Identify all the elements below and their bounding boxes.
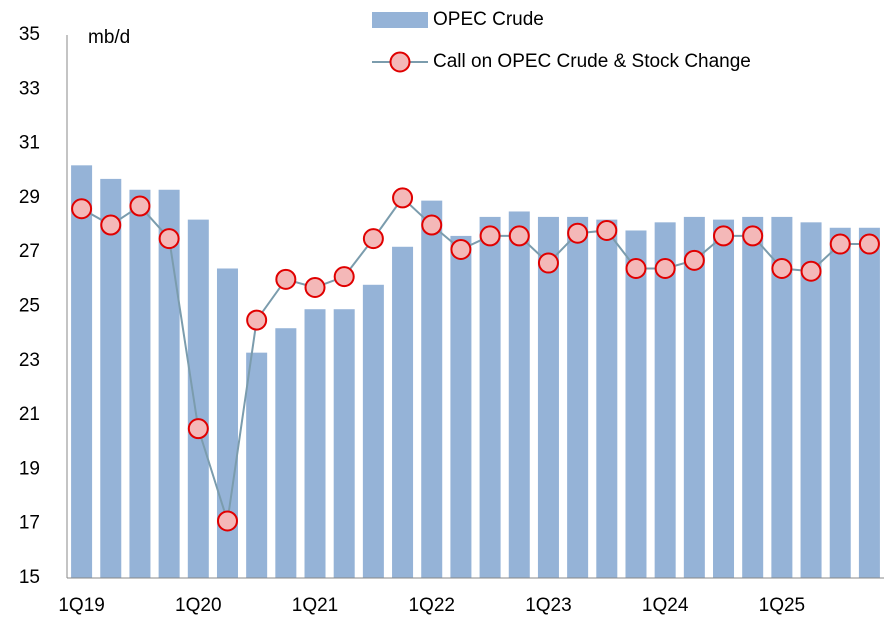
line-marker [129, 195, 151, 217]
line-marker [333, 266, 355, 288]
line-marker [246, 309, 268, 331]
unit-annotation: mb/d [88, 27, 130, 48]
bar [858, 227, 880, 578]
line-marker [275, 268, 297, 290]
bar [304, 309, 326, 578]
bar [567, 216, 589, 578]
legend-label: OPEC Crude [433, 9, 544, 30]
bar [771, 216, 793, 578]
line-marker [158, 228, 180, 250]
x-tick-label: 1Q20 [175, 595, 221, 616]
y-tick-label: 17 [19, 513, 40, 534]
x-tick-label: 1Q24 [642, 595, 689, 616]
bar [683, 216, 705, 578]
line-marker [800, 260, 822, 282]
x-tick-label: 1Q23 [525, 595, 571, 616]
line-marker [742, 225, 764, 247]
bar [216, 268, 238, 578]
bar [246, 352, 268, 578]
bar [625, 230, 647, 579]
bar [596, 219, 618, 578]
bar [333, 309, 355, 578]
line-marker [829, 233, 851, 255]
bar [654, 222, 676, 578]
line-marker [596, 219, 618, 241]
bar [450, 235, 472, 578]
y-tick-label: 19 [19, 458, 40, 479]
line-marker [392, 187, 414, 209]
bar [158, 189, 180, 578]
line-marker [508, 225, 530, 247]
x-tick-label: 1Q19 [58, 595, 104, 616]
bar [537, 216, 559, 578]
y-tick-label: 21 [19, 404, 40, 425]
line-marker [71, 198, 93, 220]
bar [275, 328, 297, 578]
bar [71, 165, 93, 578]
line-marker [654, 257, 676, 279]
legend-marker [389, 51, 411, 73]
line-marker [713, 225, 735, 247]
bar [713, 219, 735, 578]
bar [100, 178, 122, 578]
bar [362, 284, 384, 578]
bar [508, 211, 530, 578]
line-marker [858, 233, 880, 255]
line-marker [421, 214, 443, 236]
y-tick-label: 15 [19, 567, 40, 588]
bar [129, 189, 151, 578]
line-marker [771, 257, 793, 279]
line-marker [537, 252, 559, 274]
x-tick-label: 1Q21 [292, 595, 338, 616]
line-marker [450, 238, 472, 260]
line-marker [304, 276, 326, 298]
line-marker [683, 249, 705, 271]
line-marker [216, 510, 238, 532]
bar [421, 200, 443, 579]
legend-swatch [372, 12, 428, 28]
x-tick-label: 1Q22 [408, 595, 454, 616]
bar [392, 246, 414, 578]
y-tick-label: 29 [19, 187, 40, 208]
line-marker [625, 257, 647, 279]
y-tick-label: 35 [19, 24, 40, 45]
line-marker [187, 418, 209, 440]
line-marker [479, 225, 501, 247]
line-marker [567, 222, 589, 244]
legend-label: Call on OPEC Crude & Stock Change [433, 51, 751, 72]
y-tick-label: 31 [19, 133, 40, 154]
bar [479, 216, 501, 578]
bar [829, 227, 851, 578]
y-tick-label: 23 [19, 350, 40, 371]
y-tick-label: 27 [19, 241, 40, 262]
line-marker [100, 214, 122, 236]
bar [742, 216, 764, 578]
x-tick-label: 1Q25 [759, 595, 805, 616]
y-tick-label: 33 [19, 78, 40, 99]
line-marker [362, 228, 384, 250]
bar [800, 222, 822, 578]
bar [187, 219, 209, 578]
line [81, 196, 870, 522]
y-tick-label: 25 [19, 296, 40, 317]
